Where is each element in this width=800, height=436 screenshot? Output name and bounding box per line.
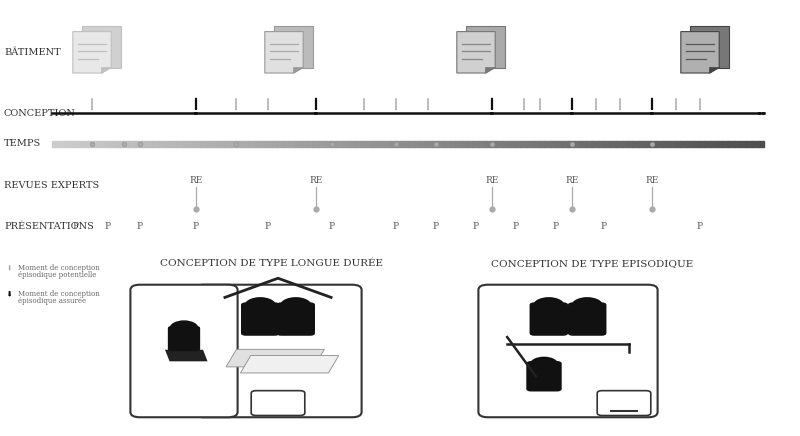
FancyBboxPatch shape <box>530 303 568 336</box>
Polygon shape <box>82 26 121 68</box>
Polygon shape <box>101 68 111 73</box>
Text: Moment de conception: Moment de conception <box>18 290 99 298</box>
Text: épisodique assurée: épisodique assurée <box>18 297 86 305</box>
FancyBboxPatch shape <box>526 361 562 392</box>
Text: P: P <box>193 222 199 231</box>
Text: P: P <box>697 222 703 231</box>
Text: P: P <box>73 222 79 231</box>
Text: CONCEPTION DE TYPE LONGUE DURÉE: CONCEPTION DE TYPE LONGUE DURÉE <box>161 259 383 268</box>
Polygon shape <box>226 349 325 367</box>
Text: épisodique potentielle: épisodique potentielle <box>18 271 96 279</box>
Polygon shape <box>274 26 313 68</box>
Circle shape <box>280 297 312 314</box>
FancyBboxPatch shape <box>168 326 200 351</box>
Circle shape <box>530 357 558 372</box>
Text: P: P <box>513 222 519 231</box>
Text: P: P <box>553 222 559 231</box>
Polygon shape <box>457 32 495 73</box>
Text: P: P <box>105 222 111 231</box>
Circle shape <box>170 320 198 336</box>
Text: P: P <box>393 222 399 231</box>
FancyBboxPatch shape <box>277 303 315 336</box>
Text: TEMPS: TEMPS <box>4 140 42 148</box>
Text: RE: RE <box>646 176 658 185</box>
Text: REVUES EXPERTS: REVUES EXPERTS <box>4 181 99 190</box>
Text: P: P <box>433 222 439 231</box>
Circle shape <box>533 297 565 314</box>
FancyBboxPatch shape <box>478 285 658 417</box>
Text: RE: RE <box>566 176 578 185</box>
Text: RE: RE <box>310 176 322 185</box>
Text: P: P <box>329 222 335 231</box>
Circle shape <box>571 297 603 314</box>
Text: CONCEPTION DE TYPE EPISODIQUE: CONCEPTION DE TYPE EPISODIQUE <box>491 259 693 268</box>
Text: PRÉSENTATIONS: PRÉSENTATIONS <box>4 222 94 231</box>
FancyBboxPatch shape <box>130 285 238 417</box>
FancyBboxPatch shape <box>241 303 279 336</box>
FancyBboxPatch shape <box>597 391 651 416</box>
Polygon shape <box>690 26 729 68</box>
Polygon shape <box>73 32 111 73</box>
Polygon shape <box>165 350 207 361</box>
Polygon shape <box>681 32 719 73</box>
Polygon shape <box>241 355 339 373</box>
Text: P: P <box>265 222 271 231</box>
Text: RE: RE <box>190 176 202 185</box>
Text: Moment de conception: Moment de conception <box>18 264 99 272</box>
Polygon shape <box>293 68 303 73</box>
FancyBboxPatch shape <box>194 285 362 417</box>
Polygon shape <box>709 68 719 73</box>
Polygon shape <box>485 68 495 73</box>
Text: BÂTIMENT: BÂTIMENT <box>4 48 61 57</box>
Text: P: P <box>601 222 607 231</box>
Text: RE: RE <box>486 176 498 185</box>
Polygon shape <box>466 26 505 68</box>
FancyBboxPatch shape <box>251 391 305 416</box>
FancyBboxPatch shape <box>568 303 606 336</box>
Circle shape <box>244 297 276 314</box>
Text: P: P <box>473 222 479 231</box>
Polygon shape <box>265 32 303 73</box>
Text: CONCEPTION: CONCEPTION <box>4 109 76 118</box>
Text: P: P <box>137 222 143 231</box>
